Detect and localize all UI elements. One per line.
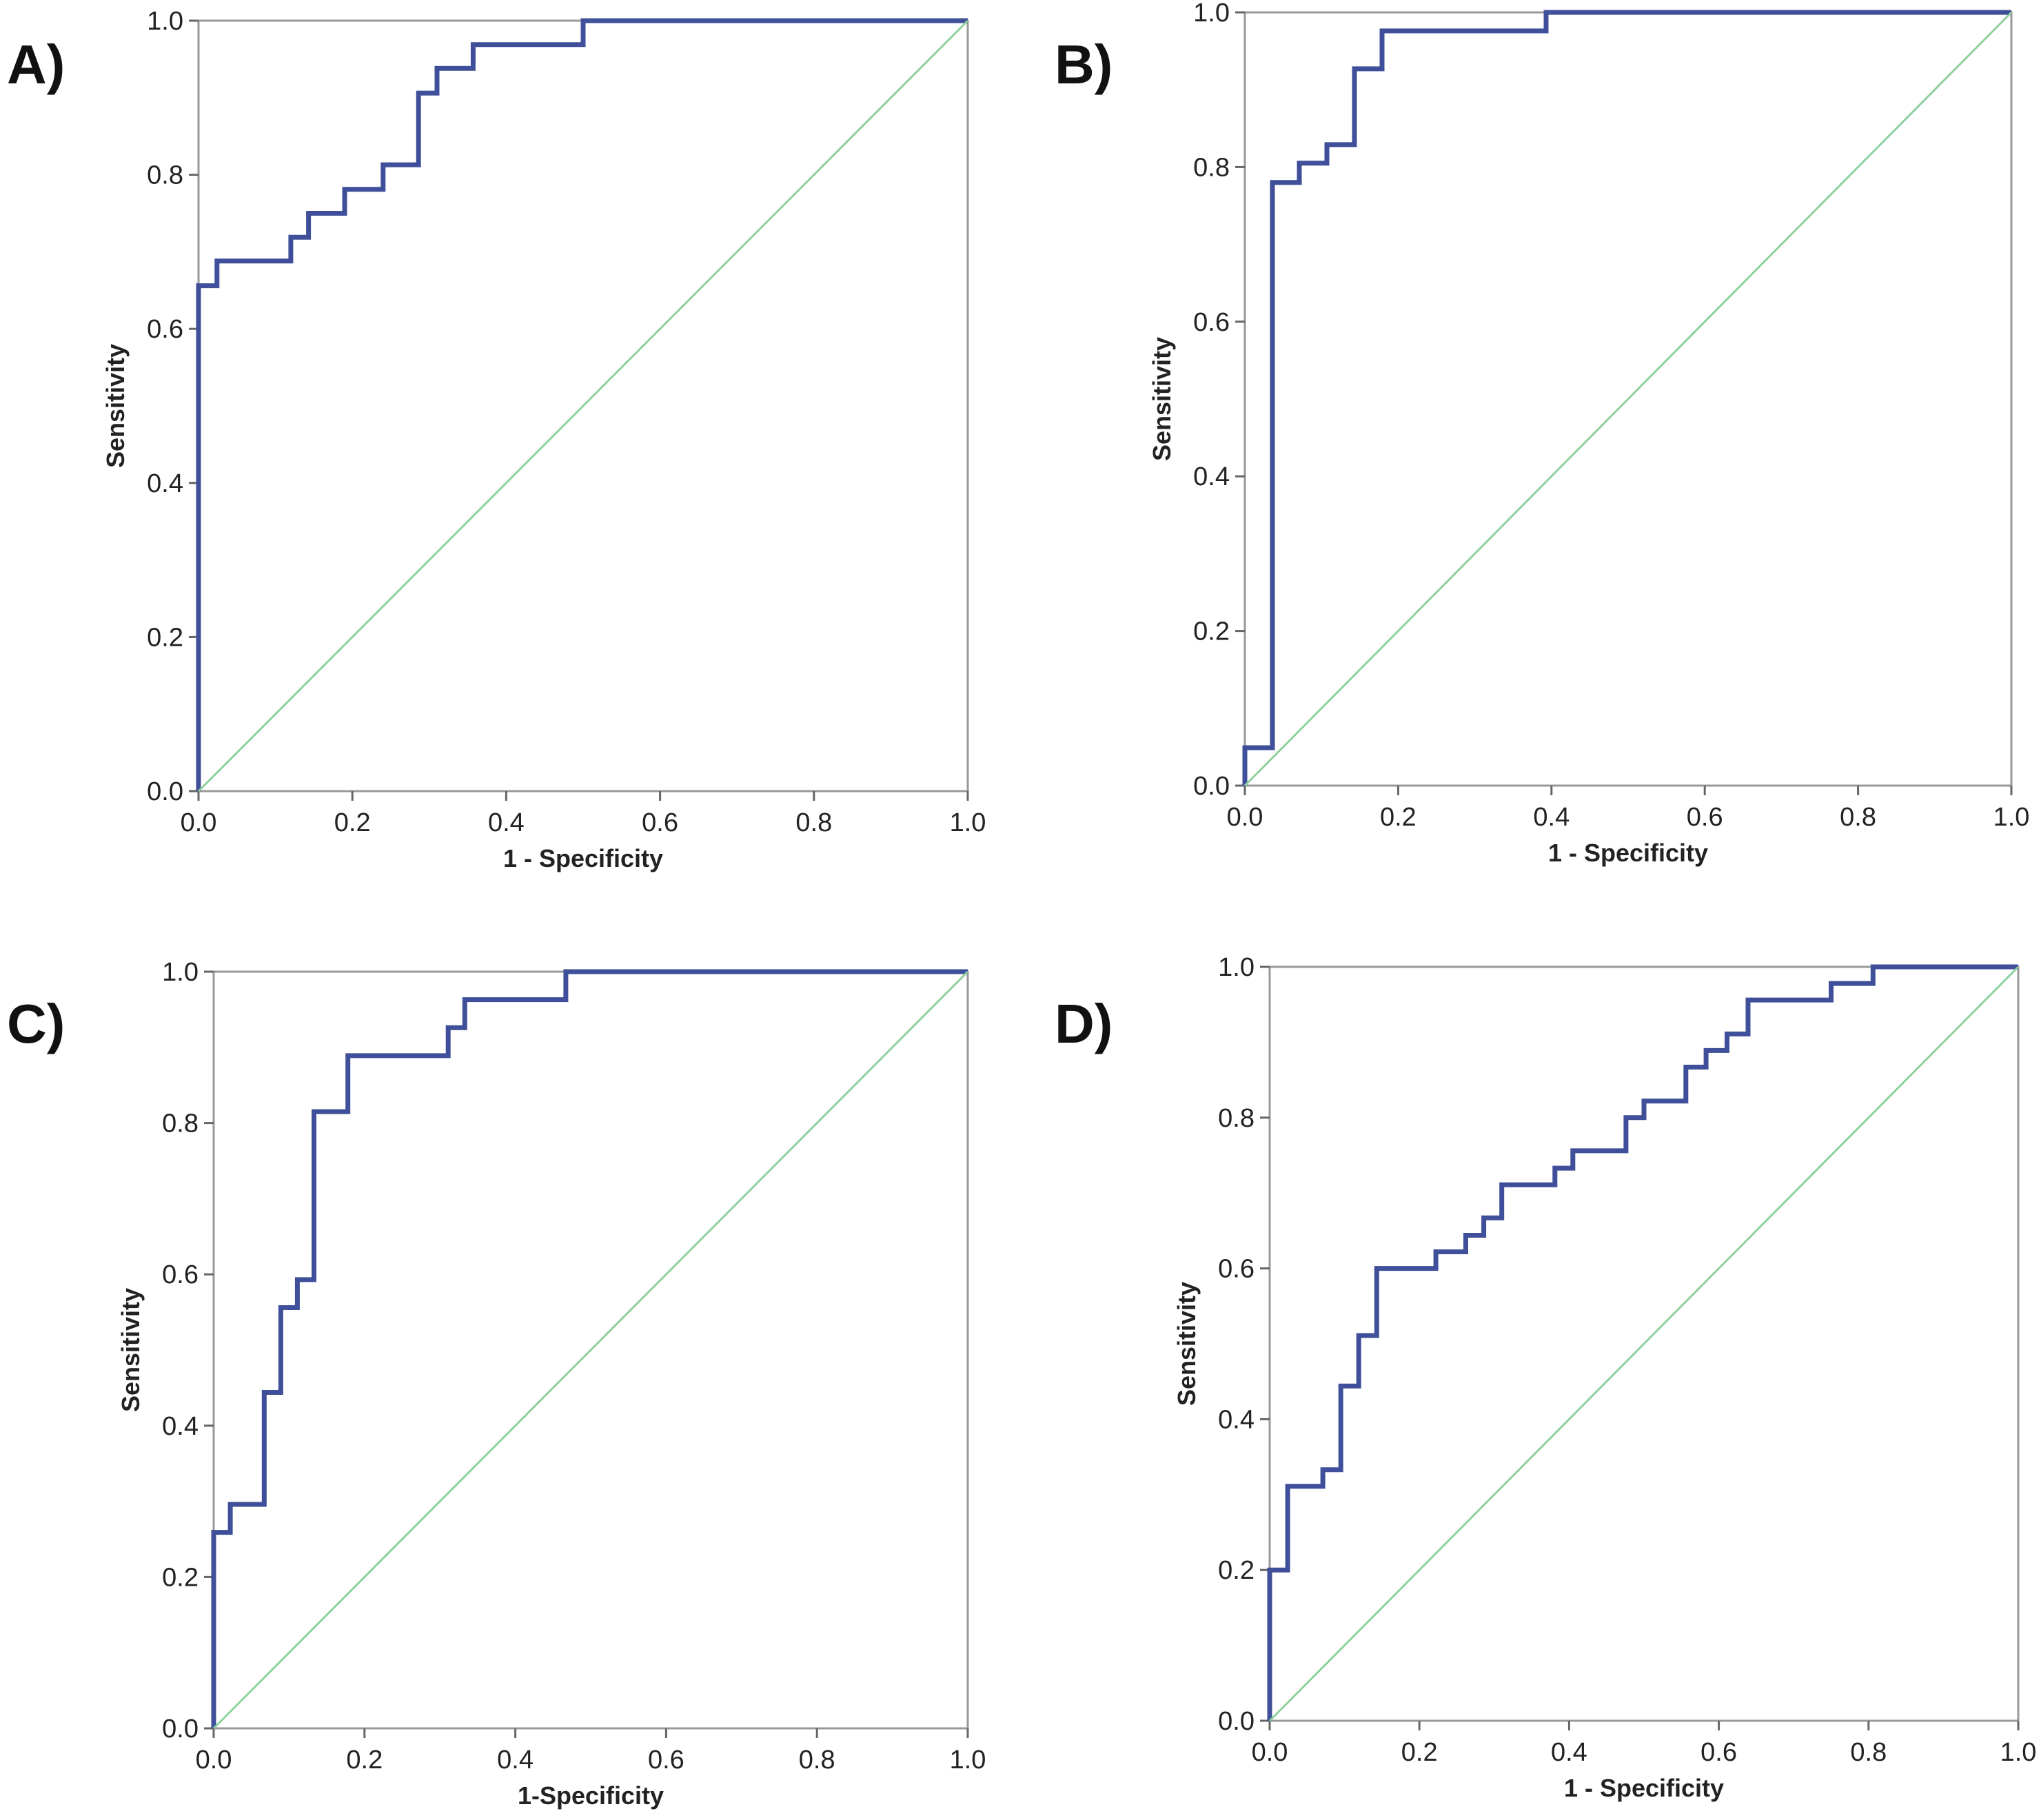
y-tick-label-c: 0.4: [162, 1412, 199, 1441]
panel-label-a: A): [7, 34, 65, 95]
roc-curve-c: [211, 969, 968, 1728]
y-tick-label-d: 0.2: [1218, 1556, 1255, 1585]
x-tick-label-c: 0.0: [196, 1746, 232, 1775]
x-axis-label-a: 1 - Specificity: [503, 844, 663, 872]
y-tick-label-c: 1.0: [162, 958, 199, 987]
roc-curve-b: [1242, 10, 2011, 786]
y-tick-label-d: 1.0: [1218, 953, 1255, 982]
x-axis-label-d: 1 - Specificity: [1564, 1774, 1724, 1802]
y-tick-label-c: 0.6: [162, 1260, 199, 1289]
reference-line-d: [1268, 965, 2020, 1722]
y-tick-label-a: 1.0: [147, 7, 183, 36]
x-tick-label-b: 1.0: [1993, 803, 2030, 832]
x-tick-label-d: 0.2: [1401, 1738, 1438, 1767]
x-tick-label-a: 1.0: [950, 808, 986, 837]
x-tick-label-a: 0.4: [488, 808, 525, 837]
x-tick-label-b: 0.4: [1533, 803, 1570, 832]
y-tick-label-b: 0.2: [1193, 617, 1230, 646]
x-tick-label-c: 0.8: [799, 1746, 835, 1775]
panel-label-c: C): [7, 993, 65, 1054]
reference-line-b: [1243, 11, 2013, 787]
x-tick-label-d: 1.0: [2000, 1738, 2037, 1767]
y-tick-label-b: 0.4: [1193, 462, 1230, 491]
x-tick-label-b: 0.2: [1380, 803, 1416, 832]
y-tick-label-a: 0.2: [147, 623, 183, 652]
reference-line-c: [212, 970, 969, 1730]
y-axis-label-b: Sensitivity: [1148, 337, 1176, 461]
x-tick-label-a: 0.8: [795, 808, 832, 837]
x-tick-label-a: 0.6: [642, 808, 678, 837]
x-tick-label-b: 0.6: [1687, 803, 1723, 832]
x-tick-label-b: 0.0: [1227, 803, 1263, 832]
reference-line-a: [197, 19, 969, 793]
x-tick-label-d: 0.0: [1252, 1738, 1288, 1767]
roc-curve-d: [1267, 964, 2018, 1721]
y-tick-label-c: 0.2: [162, 1563, 199, 1592]
y-tick-label-d: 0.0: [1218, 1707, 1255, 1736]
x-axis-label-c: 1-Specificity: [518, 1781, 664, 1810]
y-tick-label-b: 0.8: [1193, 153, 1230, 182]
y-axis-label-a: Sensitivity: [101, 344, 130, 468]
x-tick-label-c: 0.6: [648, 1746, 684, 1775]
y-tick-label-b: 0.6: [1193, 308, 1230, 337]
panel-label-d: D): [1055, 993, 1113, 1054]
x-tick-label-c: 1.0: [950, 1746, 986, 1775]
x-tick-label-b: 0.8: [1840, 803, 1876, 832]
y-tick-label-c: 0.0: [162, 1715, 199, 1744]
x-tick-label-d: 0.8: [1850, 1738, 1887, 1767]
x-tick-label-a: 0.2: [334, 808, 371, 837]
y-tick-label-a: 0.4: [147, 469, 183, 498]
x-tick-label-a: 0.0: [181, 808, 217, 837]
y-tick-label-a: 0.0: [147, 777, 183, 806]
y-tick-label-a: 0.6: [147, 315, 183, 344]
x-axis-label-b: 1 - Specificity: [1548, 839, 1708, 867]
x-tick-label-d: 0.4: [1551, 1738, 1587, 1767]
y-tick-label-b: 1.0: [1193, 0, 1230, 28]
y-tick-label-d: 0.6: [1218, 1255, 1255, 1284]
y-tick-label-d: 0.8: [1218, 1104, 1255, 1133]
y-tick-label-d: 0.4: [1218, 1405, 1255, 1434]
y-axis-label-c: Sensitivity: [116, 1288, 145, 1412]
x-tick-label-d: 0.6: [1700, 1738, 1737, 1767]
y-tick-label-c: 0.8: [162, 1110, 199, 1138]
x-tick-label-c: 0.2: [346, 1746, 383, 1775]
y-tick-label-a: 0.8: [147, 161, 183, 190]
x-tick-label-c: 0.4: [497, 1746, 534, 1775]
panel-label-b: B): [1055, 34, 1113, 95]
roc-curve-a: [196, 18, 968, 791]
y-axis-label-d: Sensitivity: [1172, 1282, 1201, 1406]
y-tick-label-b: 0.0: [1193, 772, 1230, 801]
